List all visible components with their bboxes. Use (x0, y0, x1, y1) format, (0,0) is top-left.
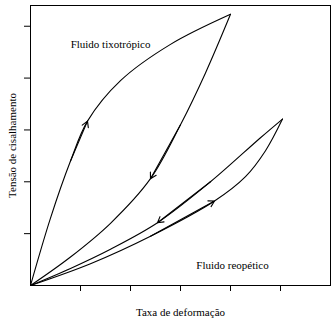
svg-text:Fluido reopético: Fluido reopético (196, 259, 269, 271)
svg-text:Tensão de cisalhamento: Tensão de cisalhamento (6, 93, 18, 198)
svg-text:Taxa de deformação: Taxa de deformação (136, 306, 226, 318)
svg-text:Fluido tixotrópico: Fluido tixotrópico (71, 38, 151, 50)
